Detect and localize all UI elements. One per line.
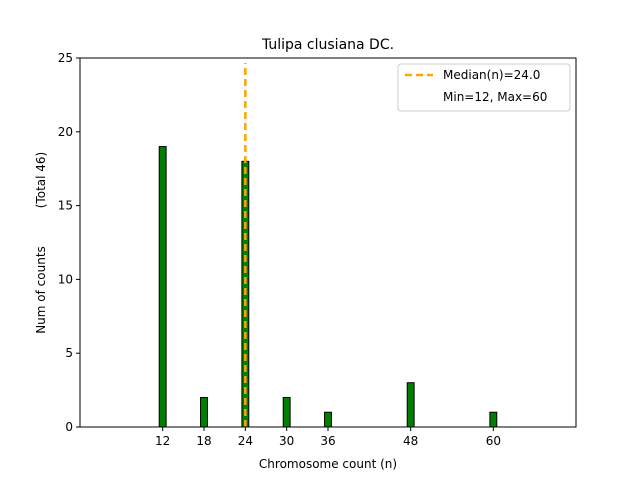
x-tick-label-18: 18 — [196, 434, 211, 448]
y-tick-label-10: 10 — [58, 272, 73, 286]
legend: Median(n)=24.0 Min=12, Max=60 — [397, 63, 571, 112]
x-tick-label-48: 48 — [403, 434, 418, 448]
y-tick-label-0: 0 — [65, 420, 73, 434]
y-tick-label-25: 25 — [58, 51, 73, 65]
x-tick-label-60: 60 — [486, 434, 501, 448]
x-axis-label: Chromosome count (n) — [259, 457, 397, 471]
x-tick-label-36: 36 — [320, 434, 335, 448]
ticks: 12 18 24 30 36 48 60 0 5 10 15 20 25 — [58, 51, 501, 448]
y-tick-label-5: 5 — [65, 346, 73, 360]
legend-median-label: Median(n)=24.0 — [443, 68, 540, 82]
legend-box — [397, 63, 571, 112]
x-tick-label-12: 12 — [155, 434, 170, 448]
legend-minmax-label: Min=12, Max=60 — [443, 90, 547, 104]
bar-36 — [324, 411, 332, 428]
chart-title: Tulipa clusiana DC. — [261, 37, 394, 53]
y-axis-total-label: (Total 46) — [34, 152, 48, 208]
x-tick-label-30: 30 — [279, 434, 294, 448]
bar-30 — [282, 396, 291, 428]
y-axis-label: Num of counts — [34, 246, 48, 334]
y-tick-label-15: 15 — [58, 199, 73, 213]
axes-frame — [79, 57, 577, 428]
x-tick-label-24: 24 — [238, 434, 253, 448]
bar-12 — [158, 146, 167, 428]
bar-60 — [489, 411, 498, 428]
y-tick-label-20: 20 — [58, 125, 73, 139]
bar-18 — [200, 396, 208, 428]
bar-48 — [406, 382, 415, 428]
